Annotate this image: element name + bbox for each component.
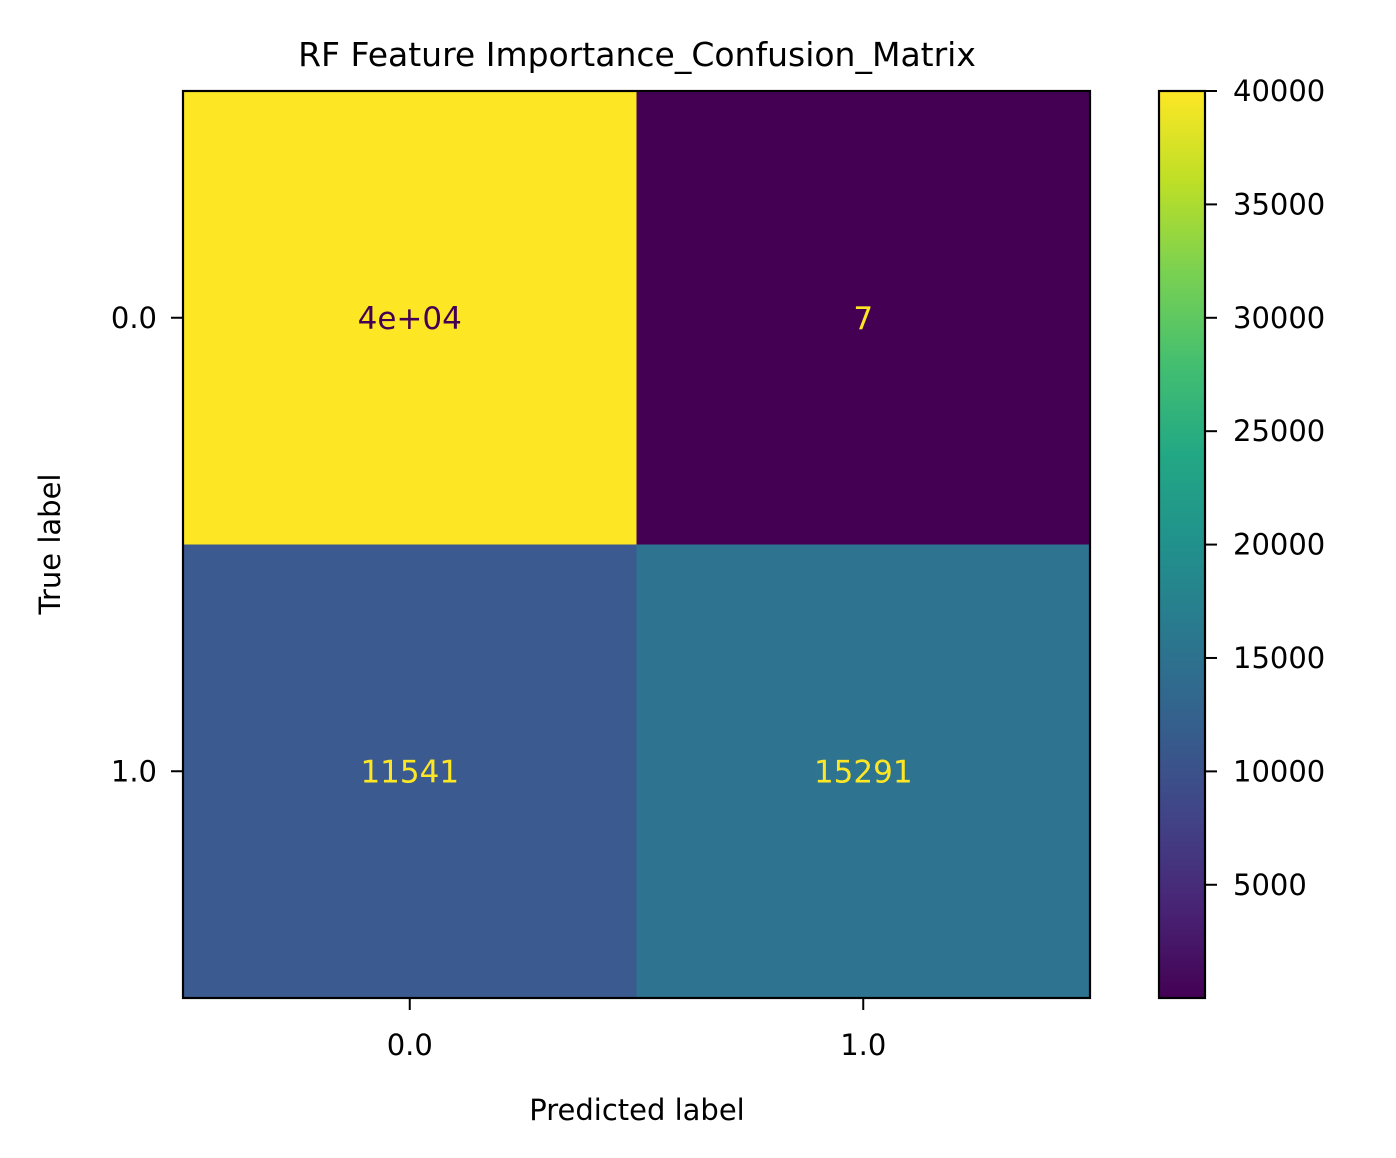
y-tick-label: 1.0 xyxy=(111,754,157,788)
x-tick-label: 1.0 xyxy=(840,1028,886,1062)
heatmap-cell-1-1 xyxy=(636,544,1091,999)
colorbar-tick-label: 10000 xyxy=(1233,754,1325,788)
heatmap-cell-0-0 xyxy=(183,91,637,545)
cell-value-label-0-1: 7 xyxy=(853,301,873,337)
colorbar-tick-label: 35000 xyxy=(1233,187,1325,221)
cell-value-label-1-0: 11541 xyxy=(360,754,459,790)
colorbar-tick-label: 20000 xyxy=(1233,528,1325,562)
x-tick-label: 0.0 xyxy=(387,1028,433,1062)
cell-value-label-1-1: 15291 xyxy=(814,754,913,790)
heatmap-cell-1-0 xyxy=(183,544,637,999)
y-tick-label: 0.0 xyxy=(111,301,157,335)
x-axis-label: Predicted label xyxy=(529,1093,745,1127)
colorbar xyxy=(1157,89,1207,1000)
chart-title: RF Feature Importance_Confusion_Matrix xyxy=(298,35,976,74)
colorbar-tick-label: 30000 xyxy=(1233,301,1325,335)
colorbar-tick-label: 40000 xyxy=(1233,74,1325,108)
cell-value-label-0-0: 4e+04 xyxy=(358,301,462,337)
colorbar-tick-label: 15000 xyxy=(1233,641,1325,675)
colorbar-tick-label: 5000 xyxy=(1233,868,1307,902)
heatmap-cell-0-1 xyxy=(636,91,1091,545)
plot-frame xyxy=(181,89,1092,1000)
y-axis-label: True label xyxy=(33,474,67,616)
colorbar-tick-label: 25000 xyxy=(1233,414,1325,448)
